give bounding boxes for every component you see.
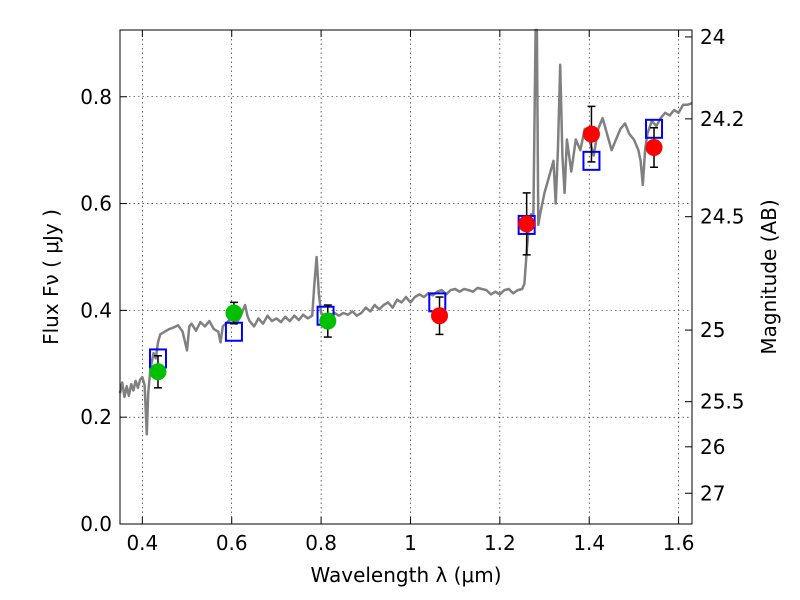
green-photometry-point: [149, 363, 167, 381]
x-tick-label: 0.6: [216, 531, 248, 555]
y-axis-title: Flux Fν ( μJy ): [39, 209, 63, 345]
red-photometry-point: [431, 307, 449, 325]
x-tick-label: 0.8: [305, 531, 337, 555]
green-photometry-point: [225, 304, 243, 322]
green-photometry-point: [319, 312, 337, 330]
y2-axis-title: Magnitude (AB): [757, 199, 781, 354]
x-tick-label: 1.4: [573, 531, 605, 555]
x-tick-label: 1.6: [663, 531, 695, 555]
y-tick-label: 0.2: [80, 405, 112, 429]
y2-tick-label: 27: [700, 481, 725, 505]
x-axis-title: Wavelength λ (μm): [310, 563, 501, 587]
red-photometry-point: [582, 125, 600, 143]
plot-frame: [119, 29, 693, 525]
y2-tick-label: 25: [700, 318, 725, 342]
x-tick-label: 1: [404, 531, 417, 555]
plot-background: [120, 30, 692, 524]
y2-tick-label: 26: [700, 435, 725, 459]
red-photometry-point: [518, 215, 536, 233]
y2-tick-label: 24: [700, 25, 725, 49]
ticks-layer: 0.4 0.6 0.8 1 1.2 1.4 1.6 0.0 0.2 0.4 0.6 0.8 24 24.2…: [80, 25, 744, 555]
x-tick-label: 0.4: [126, 531, 158, 555]
y2-tick-label: 24.2: [700, 107, 745, 131]
y2-tick-label: 25.5: [700, 390, 745, 414]
y-tick-label: 0.0: [80, 512, 112, 536]
x-tick-label: 1.2: [484, 531, 516, 555]
y-tick-label: 0.6: [80, 192, 112, 216]
points-layer: [148, 105, 664, 389]
y2-tick-label: 24.5: [700, 205, 745, 229]
red-photometry-point: [645, 138, 663, 156]
y-tick-label: 0.8: [80, 85, 112, 109]
y-tick-label: 0.4: [80, 298, 112, 322]
